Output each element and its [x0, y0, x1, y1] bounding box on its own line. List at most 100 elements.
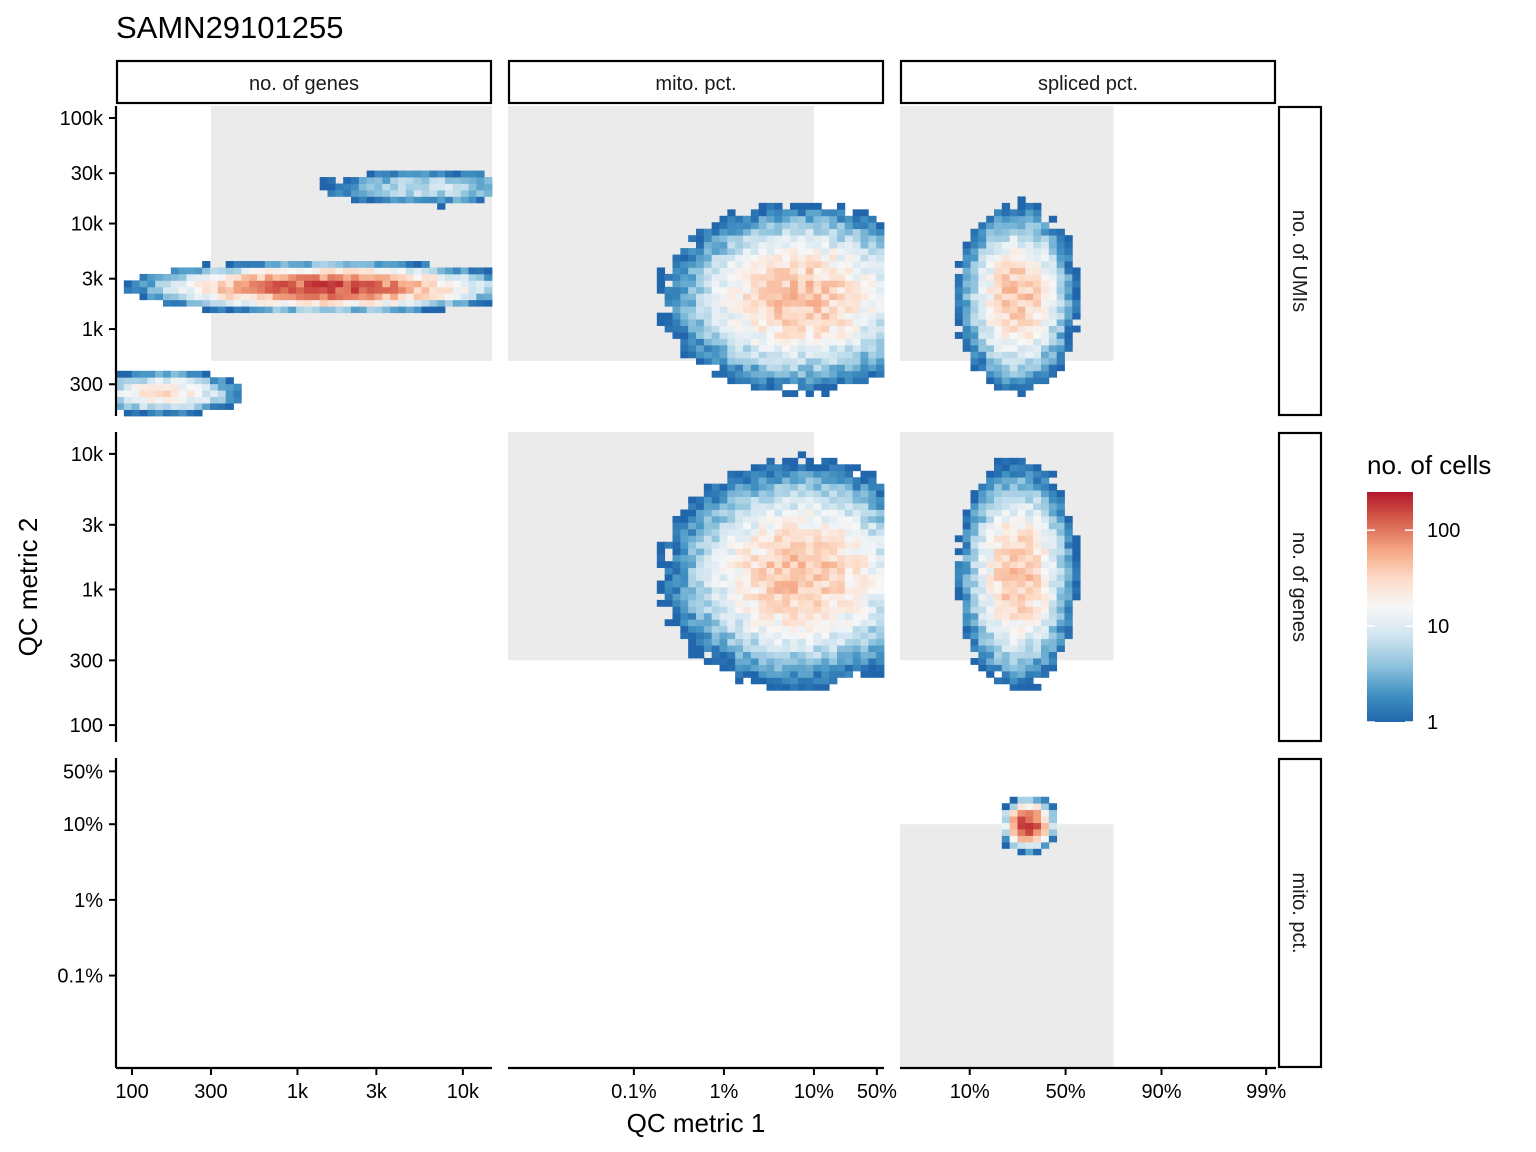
- heat-bin: [970, 574, 979, 581]
- heat-bin: [954, 587, 964, 594]
- heat-bin: [719, 280, 728, 288]
- heat-bin: [225, 299, 234, 307]
- heat-bin: [1041, 509, 1050, 517]
- heat-bin: [750, 625, 760, 633]
- heat-bin: [1048, 319, 1058, 326]
- heat-bin: [445, 273, 454, 281]
- heat-bin: [978, 599, 987, 607]
- heat-bin: [233, 396, 242, 404]
- heat-bin: [664, 580, 673, 588]
- heat-bin: [994, 209, 1003, 217]
- heat-bin: [202, 293, 211, 301]
- heat-bin: [1056, 496, 1065, 504]
- heat-bin: [210, 293, 219, 301]
- heat-bin: [743, 286, 752, 294]
- heat-bin: [821, 312, 830, 320]
- heat-bin: [1033, 835, 1042, 843]
- heat-bin: [719, 241, 728, 249]
- heat-bin: [821, 235, 830, 243]
- heat-bin: [868, 535, 877, 543]
- heat-bin: [782, 658, 791, 665]
- heat-bin: [1017, 293, 1026, 301]
- heat-bin: [844, 638, 854, 646]
- heat-bin: [374, 280, 383, 288]
- heat-bin: [790, 587, 799, 594]
- heat-bin: [821, 364, 830, 372]
- heat-bin: [1041, 670, 1050, 678]
- heat-bin: [743, 370, 752, 378]
- heat-bin: [257, 280, 266, 288]
- heat-bin: [288, 267, 297, 275]
- heat-bin: [876, 612, 885, 620]
- heat-bin: [1064, 554, 1073, 562]
- heat-bin: [782, 344, 791, 352]
- heat-bin: [868, 496, 877, 504]
- heat-bin: [452, 267, 462, 275]
- heat-bin: [821, 670, 830, 678]
- heat-bin: [782, 222, 791, 230]
- heat-bin: [711, 612, 720, 620]
- heat-bin: [758, 241, 767, 249]
- heat-bin: [413, 196, 422, 204]
- heat-bin: [116, 370, 125, 378]
- heat-bin: [821, 325, 830, 333]
- heat-bin: [821, 554, 830, 562]
- heat-bin: [837, 548, 846, 556]
- heat-bin: [696, 273, 705, 281]
- heat-bin: [805, 645, 814, 652]
- heat-bin: [970, 299, 979, 307]
- heat-bin: [147, 293, 156, 301]
- heat-bin: [994, 490, 1003, 497]
- heat-bin: [1056, 509, 1065, 517]
- heat-bin: [860, 351, 869, 359]
- heat-bin: [790, 632, 799, 640]
- heat-bin: [1048, 822, 1058, 830]
- heat-bin: [155, 280, 164, 288]
- heat-bin: [241, 273, 250, 281]
- heat-bin: [210, 383, 219, 391]
- heat-bin: [797, 209, 807, 217]
- heat-bin: [319, 183, 328, 191]
- heat-bin: [970, 364, 979, 372]
- heat-bin: [1033, 470, 1042, 478]
- heat-bin: [421, 170, 430, 178]
- heat-bin: [1041, 228, 1050, 236]
- heat-bin: [1001, 829, 1011, 836]
- heat-bin: [1025, 841, 1034, 849]
- heat-bin: [1009, 261, 1018, 268]
- heat-bin: [437, 267, 446, 275]
- heat-bin: [790, 683, 799, 691]
- legend-tick-label: 100: [1427, 520, 1460, 542]
- heat-bin: [978, 587, 987, 594]
- heat-bin: [1072, 293, 1081, 301]
- heat-bin: [1001, 658, 1011, 665]
- heat-bin: [821, 638, 830, 646]
- heat-bin: [813, 503, 822, 510]
- heat-bin: [876, 606, 885, 614]
- heat-bin: [688, 632, 697, 640]
- heat-bin: [994, 364, 1003, 372]
- heat-bin: [1041, 351, 1050, 359]
- heat-bin: [844, 338, 854, 346]
- heat-bin: [852, 235, 861, 243]
- heat-bin: [1017, 248, 1026, 255]
- heat-bin: [860, 344, 869, 352]
- heat-bin: [123, 370, 133, 378]
- heat-bin: [868, 248, 877, 255]
- heat-bin: [398, 267, 407, 275]
- heat-bin: [986, 567, 995, 575]
- heat-bin: [750, 312, 760, 320]
- heat-bin: [821, 383, 830, 391]
- heat-bin: [978, 299, 987, 307]
- heat-bin: [1025, 593, 1034, 601]
- heat-bin: [743, 222, 752, 230]
- heat-bin: [672, 535, 681, 543]
- heat-bin: [782, 574, 791, 581]
- heat-bin: [139, 293, 148, 301]
- heat-bin: [876, 658, 885, 665]
- heat-bin: [837, 606, 846, 614]
- heat-bin: [680, 293, 689, 301]
- heat-bin: [962, 338, 971, 346]
- heat-bin: [225, 403, 234, 410]
- heat-bin: [829, 351, 838, 359]
